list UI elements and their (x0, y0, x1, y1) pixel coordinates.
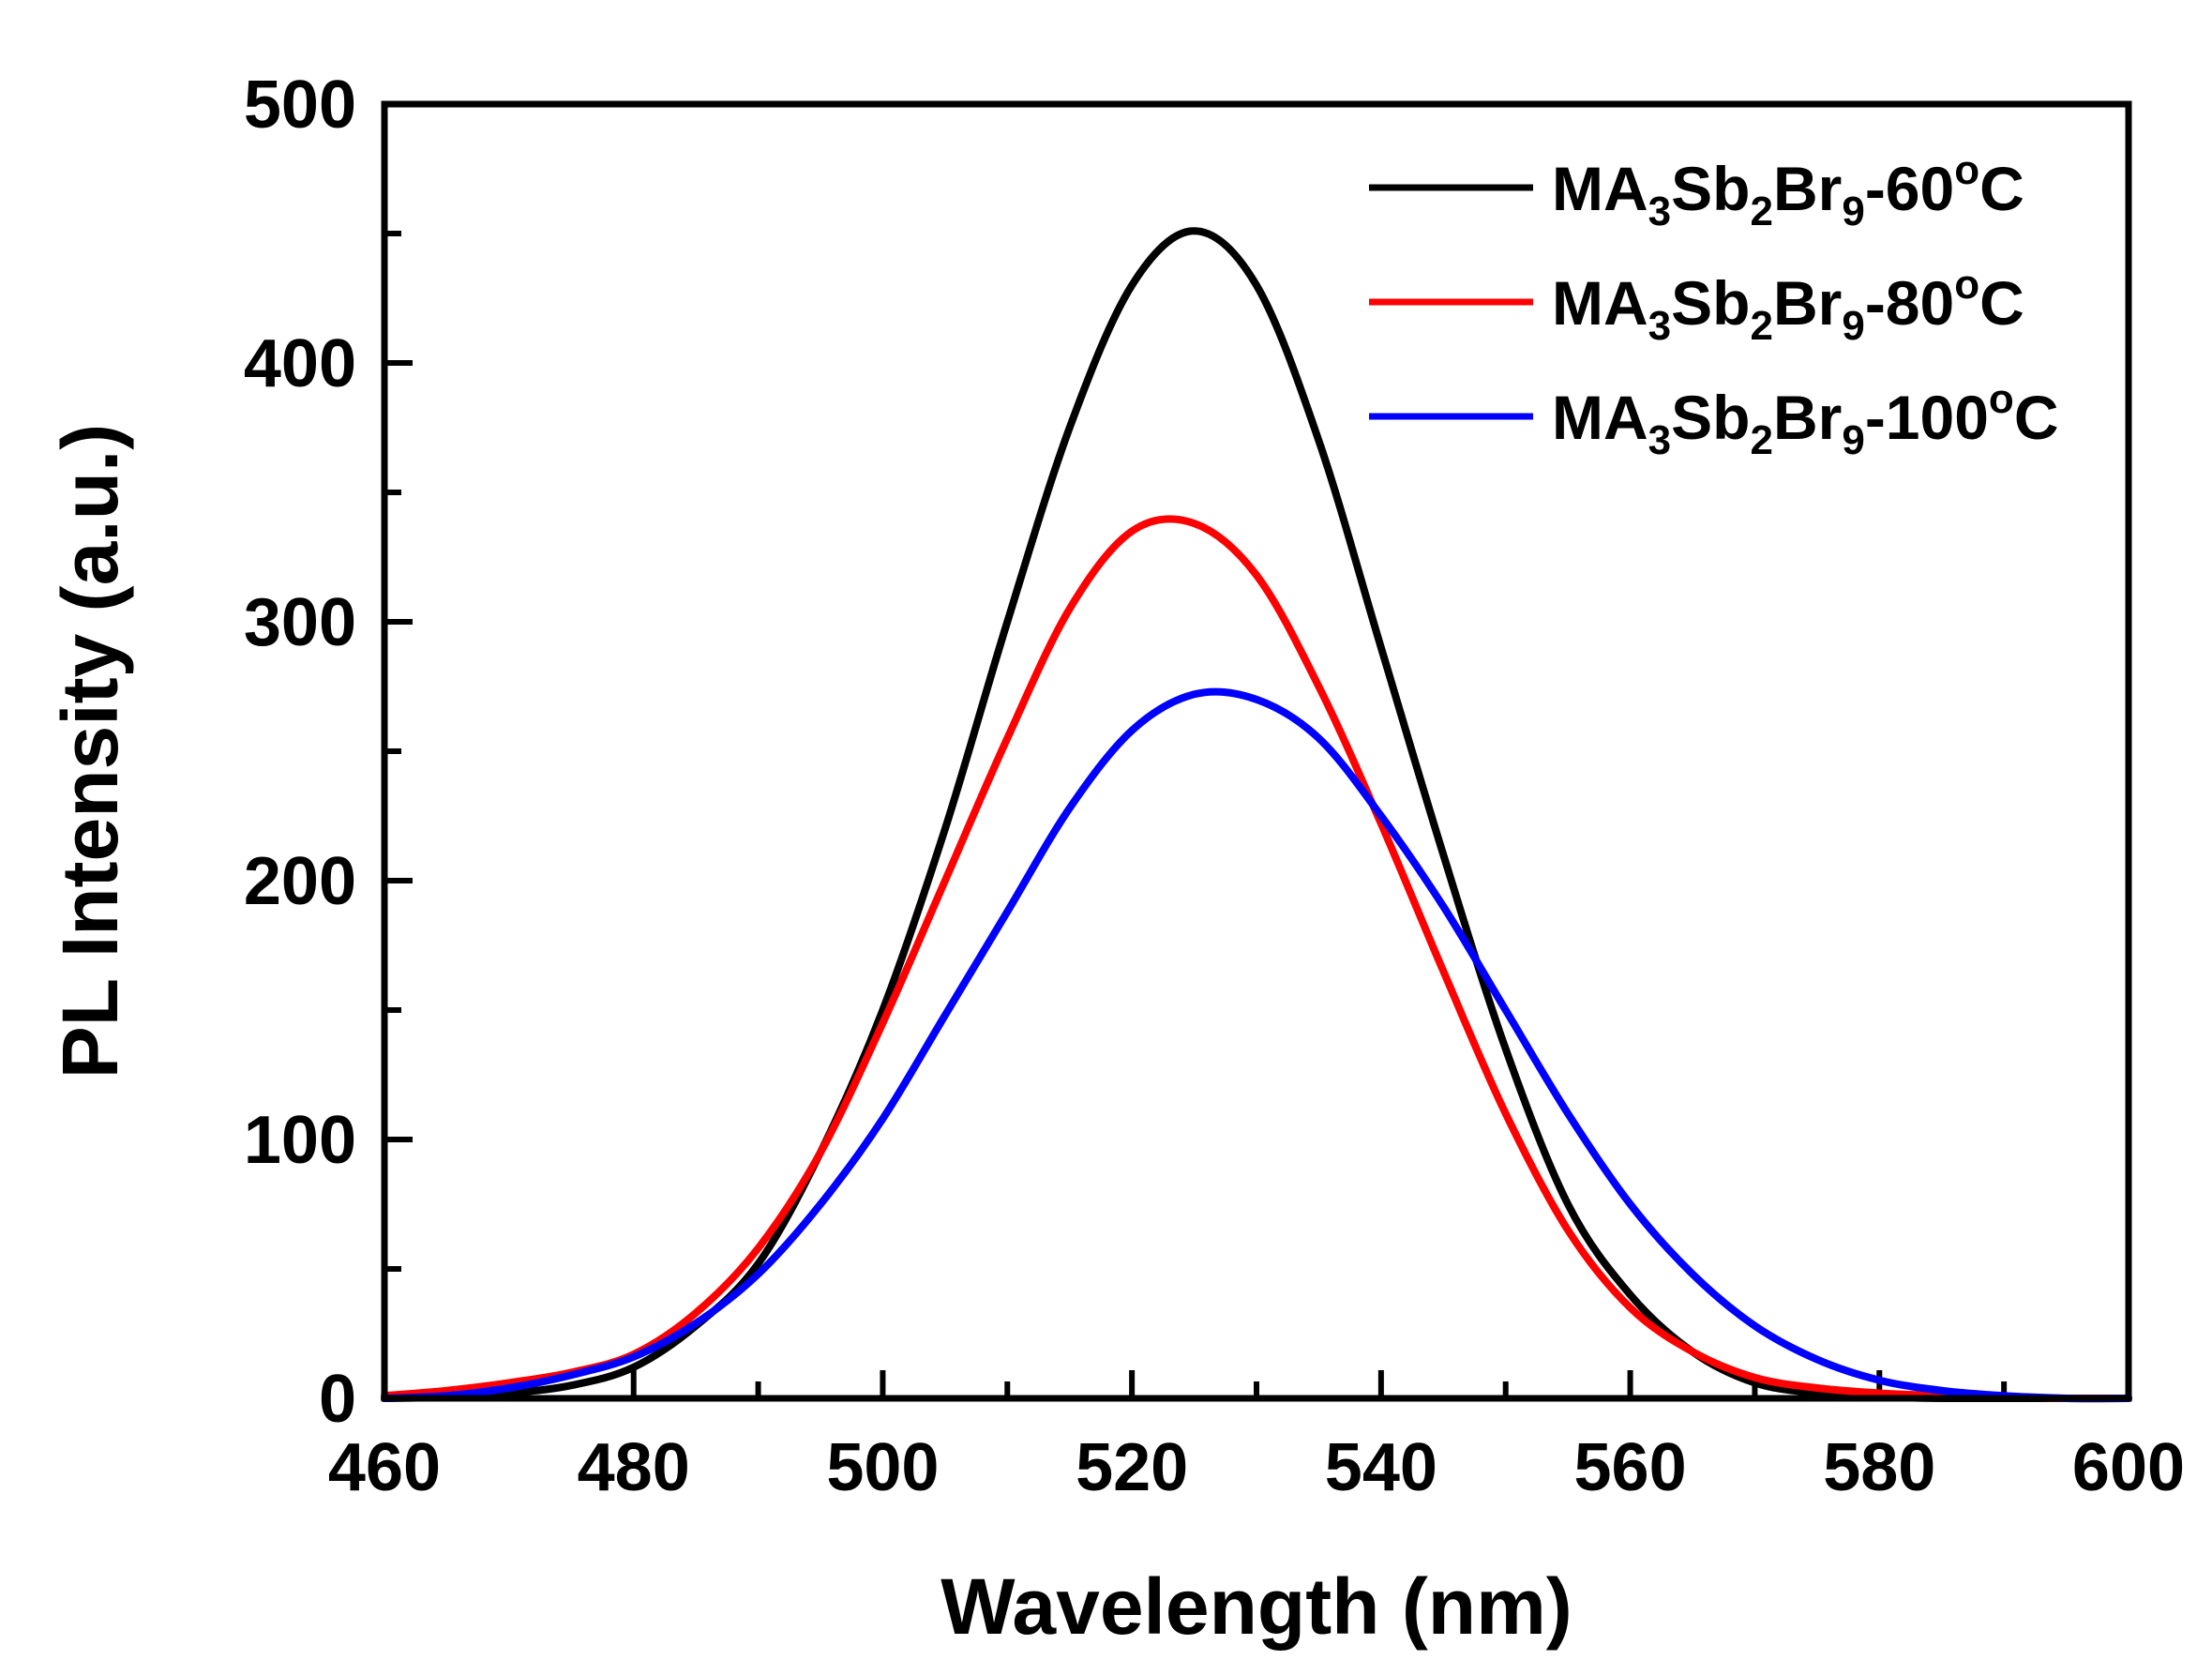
y-tick-label: 400 (244, 326, 356, 401)
x-tick-label: 580 (1823, 1430, 1935, 1505)
plot-frame (381, 100, 2132, 1402)
legend-label-1: MA3Sb2Br9-80oC (1552, 262, 2024, 349)
y-tick-label: 200 (244, 844, 356, 919)
y-tick-label: 300 (244, 585, 356, 660)
legend-label-2: MA3Sb2Br9-100oC (1552, 376, 2058, 463)
y-tick-label: 500 (244, 68, 356, 143)
x-tick-label: 520 (1076, 1430, 1188, 1505)
y-axis-title: PL Intensity (a.u.) (46, 424, 134, 1079)
legend-item: MA3Sb2Br9-80oC (1369, 262, 2024, 349)
y-tick-labels: 0 100 200 300 400 500 (244, 68, 356, 1437)
legend-label-0: MA3Sb2Br9-60oC (1552, 147, 2024, 234)
legend-item: MA3Sb2Br9-100oC (1369, 376, 2058, 463)
series-line-1 (381, 515, 2132, 1403)
x-axis-title: Wavelength (nm) (940, 1562, 1572, 1651)
y-tick-label: 100 (244, 1103, 356, 1178)
x-tick-label: 460 (328, 1430, 441, 1505)
y-tick-label: 0 (319, 1362, 356, 1437)
x-tick-label: 540 (1325, 1430, 1437, 1505)
x-tick-labels: 460 480 500 520 540 560 580 600 (328, 1430, 2185, 1505)
legend-item: MA3Sb2Br9-60oC (1369, 147, 2024, 234)
series-line-2 (381, 687, 2132, 1403)
x-tick-label: 600 (2072, 1430, 2185, 1505)
series-lines (381, 227, 2132, 1403)
x-tick-label: 480 (578, 1430, 690, 1505)
x-tick-label: 560 (1574, 1430, 1687, 1505)
legend: MA3Sb2Br9-60oC MA3Sb2Br9-80oC MA3Sb2Br9-… (1369, 147, 2058, 463)
x-tick-label: 500 (826, 1430, 939, 1505)
